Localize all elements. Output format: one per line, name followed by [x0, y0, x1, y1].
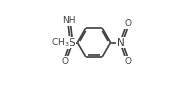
Text: CH$_3$: CH$_3$ [51, 36, 70, 49]
Text: N: N [117, 37, 125, 48]
Text: NH: NH [62, 16, 76, 25]
Text: O: O [61, 57, 68, 66]
Text: S: S [68, 37, 75, 48]
Text: O: O [124, 57, 131, 66]
Text: O: O [124, 19, 131, 28]
